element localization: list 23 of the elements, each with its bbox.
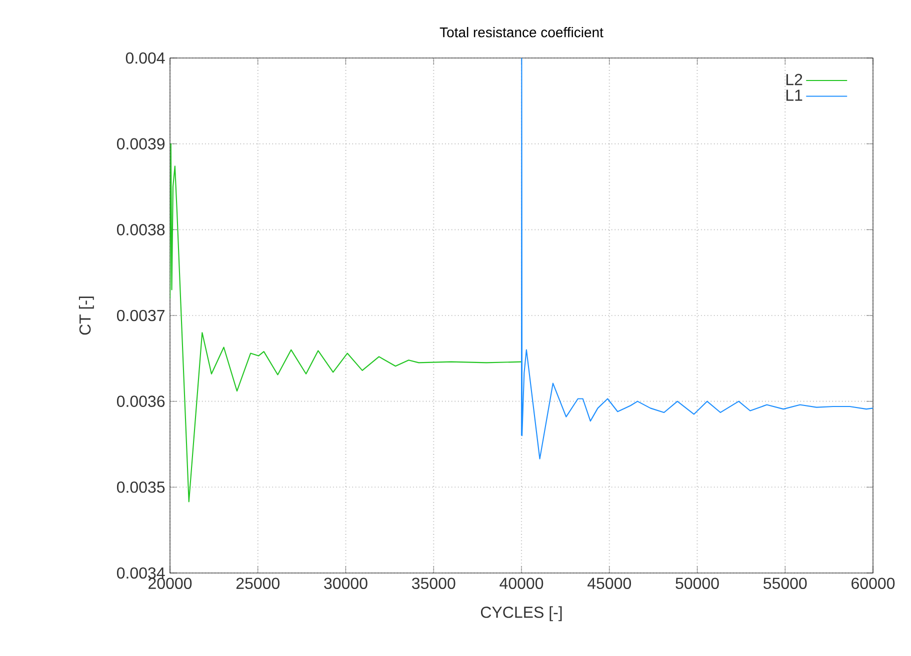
x-tick-label: 45000 xyxy=(588,578,631,590)
x-tick-label: 30000 xyxy=(324,578,368,590)
y-tick-label: 0.0039 xyxy=(116,138,165,150)
y-tick-label: 0.0035 xyxy=(116,481,165,493)
line-series xyxy=(170,143,522,502)
legend-label: L1 xyxy=(786,90,802,101)
x-axis-title: CYCLES [-] xyxy=(480,606,562,622)
y-axis-title: CT [-] xyxy=(78,296,94,335)
x-tick-label: 50000 xyxy=(676,578,719,590)
chart-title: Total resistance coefficient xyxy=(440,27,604,38)
y-tick-label: 0.0038 xyxy=(116,224,165,236)
y-tick-label: 0.004 xyxy=(126,52,165,64)
y-tick-label: 0.0034 xyxy=(116,567,165,579)
y-tick-label: 0.0036 xyxy=(116,396,165,407)
legend-label: L2 xyxy=(786,74,802,86)
x-tick-label: 20000 xyxy=(148,578,192,590)
x-tick-label: 35000 xyxy=(412,578,456,590)
x-tick-label: 25000 xyxy=(236,578,280,590)
x-tick-label: 60000 xyxy=(852,578,895,590)
line-series xyxy=(520,58,873,460)
x-tick-label: 55000 xyxy=(764,578,807,590)
y-tick-label: 0.0037 xyxy=(116,310,164,322)
x-tick-label: 40000 xyxy=(500,578,544,590)
